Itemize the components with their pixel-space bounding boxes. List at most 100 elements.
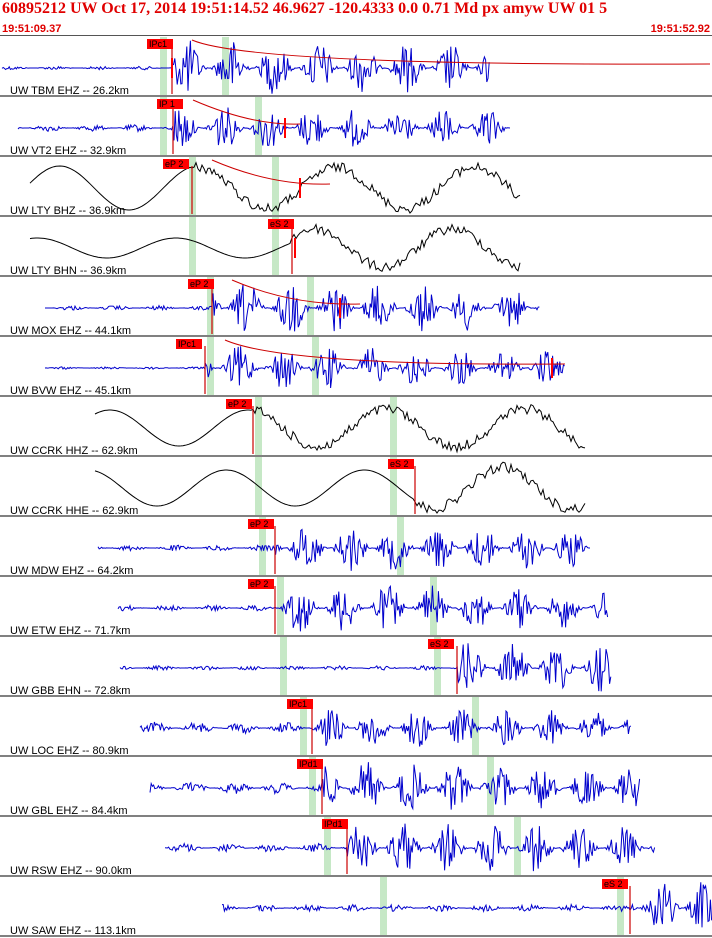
time-window-bar [380,877,387,935]
trace-row: eP 2 UW MDW EHZ -- 64.2km [0,517,712,577]
waveform [44,346,565,389]
pick-label: eP 2 [228,399,246,409]
station-label: UW ETW EHZ -- 71.7km [10,625,130,637]
station-label: UW GBL EHZ -- 84.4km [10,805,128,817]
pick-label: eS 2 [430,639,449,649]
waveform [164,823,656,872]
time-window-bar [189,217,196,275]
station-label: UW RSW EHZ -- 90.0km [10,865,132,877]
waveform [149,762,641,811]
time-window-bar [307,277,314,335]
pick-label: eS 2 [390,459,409,469]
station-label: UW MOX EHZ -- 44.1km [10,325,131,337]
time-window-bar [280,637,287,695]
time-window-bar [222,37,229,95]
pick-flag [188,279,214,289]
time-window-bar [277,577,284,635]
trace-row: IPd1 UW RSW EHZ -- 90.0km [0,817,712,877]
trace-row: eP 2 UW CCRK HHZ -- 62.9km [0,397,712,457]
time-window-bar [617,877,624,935]
time-window-bar [272,157,279,215]
time-window-bar [309,757,316,815]
waveform [119,643,612,692]
pick-flag [176,339,202,349]
waveform [17,107,511,147]
pick-flag [163,159,189,169]
time-window-bar [397,517,404,575]
trace-row: IPc1 UW BVW EHZ -- 45.1km [0,337,712,397]
pick-label: eS 2 [270,219,289,229]
pick-label: IPd1 [299,759,318,769]
pick-label: eP 2 [190,279,208,289]
time-window-bar [487,757,494,815]
trace-row: eP 2 UW ETW EHZ -- 71.7km [0,577,712,637]
time-window-bar [312,337,319,395]
waveform [221,882,712,928]
trace-row: eS 2 UW CCRK HHE -- 62.9km [0,457,712,517]
pick-label: eS 2 [604,879,623,889]
time-window-bar [255,397,262,455]
pick-label: IPc1 [289,699,307,709]
trace-row: eP 2 UW LTY BHZ -- 36.9km [0,157,712,217]
pick-label: IP 1 [159,99,175,109]
pick-flag [322,819,348,829]
trace-row: IP 1 UW VT2 EHZ -- 32.9km [0,97,712,157]
end-time: 19:51:52.92 [650,23,710,35]
pick-label: eP 2 [165,159,183,169]
coda-curve [211,159,331,185]
start-time: 19:51:09.37 [2,23,62,35]
waveform [1,40,490,94]
pick-flag [157,99,183,109]
pick-flag [147,39,173,49]
coda-curve [192,99,301,125]
trace-row: eS 2 UW GBB EHN -- 72.8km [0,637,712,697]
trace-row: eS 2 UW SAW EHZ -- 113.1km [0,877,712,937]
waveform [45,284,540,332]
time-window-bar [160,37,167,95]
pick-label: IPc1 [178,339,196,349]
pick-flag [297,759,323,769]
seismogram-panel: IPc1 UW TBM EHZ -- 26.2km IP 1 UW VT2 EHZ -… [0,37,712,937]
waveform [117,584,609,632]
time-window-bar [300,697,307,755]
station-label: UW GBB EHN -- 72.8km [10,685,130,697]
pick-label: eP 2 [250,579,268,589]
station-label: UW MDW EHZ -- 64.2km [10,565,133,577]
trace-row: IPd1 UW GBL EHZ -- 84.4km [0,757,712,817]
event-title: 60895212 UW Oct 17, 2014 19:51:14.52 46.… [2,0,608,17]
trace-row: eS 2 UW LTY BHN -- 36.9km [0,217,712,277]
pick-label: eP 2 [250,519,268,529]
trace-row: IPc1 UW TBM EHZ -- 26.2km [0,37,712,97]
station-label: UW LTY BHN -- 36.9km [10,265,126,277]
trace-row: IPc1 UW LOC EHZ -- 80.9km [0,697,712,757]
waveform [97,528,590,571]
pick-flag [602,879,628,889]
pick-flag [226,399,252,409]
header: 60895212 UW Oct 17, 2014 19:51:14.52 46.… [0,0,712,36]
pick-flag [248,579,274,589]
time-window-bar [160,97,167,155]
station-label: UW CCRK HHZ -- 62.9km [10,445,138,457]
time-window-bar [324,817,331,875]
time-window-bar [390,397,397,455]
station-label: UW TBM EHZ -- 26.2km [10,85,129,97]
waveform [94,403,586,454]
pick-flag [248,519,274,529]
station-label: UW LOC EHZ -- 80.9km [10,745,129,757]
pick-label: IPc1 [149,39,167,49]
coda-curve [231,279,361,305]
coda-curve [224,339,566,365]
pick-flag [268,219,294,229]
station-label: UW LTY BHZ -- 36.9km [10,205,125,217]
station-label: UW CCRK HHE -- 62.9km [10,505,138,517]
coda-curve [191,39,711,65]
pick-flag [287,699,313,709]
time-window-bar [514,817,521,875]
pick-flag [428,639,454,649]
pick-label: IPd1 [324,819,343,829]
station-label: UW BVW EHZ -- 45.1km [10,385,131,397]
time-window-bar [272,217,279,275]
pick-flag [388,459,414,469]
waveform [94,461,586,514]
trace-row: eP 2 UW MOX EHZ -- 44.1km [0,277,712,337]
